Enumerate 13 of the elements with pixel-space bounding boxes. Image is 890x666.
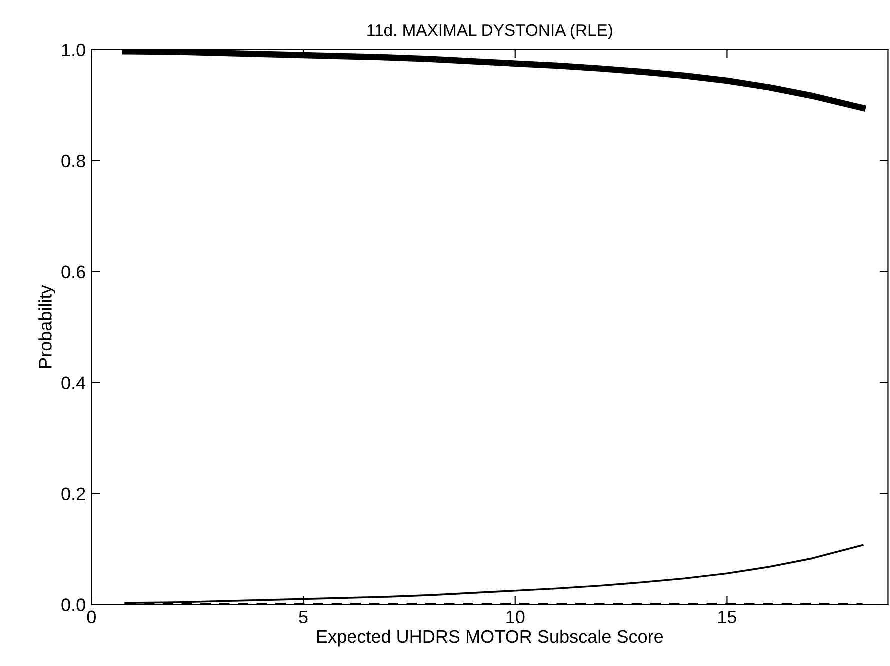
- y-tick-label: 0.6: [62, 266, 86, 279]
- x-tick-label: 15: [718, 610, 736, 624]
- y-axis-title: Probability: [38, 285, 56, 368]
- x-tick-label: 10: [506, 610, 525, 624]
- y-tick-label: 0.2: [62, 488, 86, 500]
- y-tick-label: 1.0: [62, 44, 86, 57]
- x-tick-label: 0: [87, 610, 96, 624]
- y-tick-label: 0.8: [62, 154, 86, 168]
- x-axis-title: Expected UHDRS MOTOR Subscale Score: [317, 630, 664, 647]
- x-tick-label: 5: [299, 610, 308, 624]
- y-tick-label: 0.0: [62, 598, 86, 612]
- y-tick-label: 0.4: [62, 376, 86, 390]
- chart-title: 11d. MAXIMAL DYSTONIA (RLE): [368, 24, 612, 40]
